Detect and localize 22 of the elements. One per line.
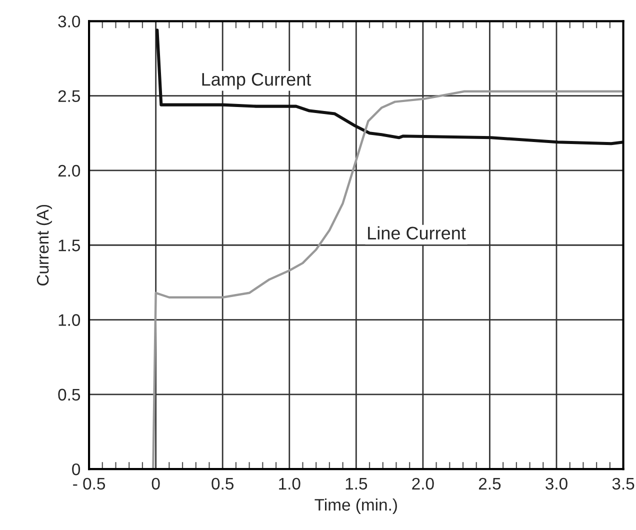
y-tick-label: 1.5 bbox=[58, 240, 80, 252]
x-tick-label: 2.5 bbox=[478, 478, 501, 490]
x-tick-label: - 0.5 bbox=[73, 478, 106, 490]
x-tick-label: 1.5 bbox=[346, 478, 368, 490]
annotation: Lamp Current bbox=[202, 72, 312, 90]
line-series bbox=[152, 90, 624, 470]
x-tick-label: 0 bbox=[152, 478, 160, 490]
x-axis-title: Time (min.) bbox=[314, 498, 397, 514]
y-tick-label: 1.0 bbox=[58, 314, 80, 326]
y-tick-label: 0.5 bbox=[58, 388, 80, 401]
x-tick-label: 2.0 bbox=[412, 478, 434, 490]
y-tick-label: 0 bbox=[72, 463, 80, 476]
x-tick-label: 0.5 bbox=[212, 478, 234, 490]
y-axis-title: Current (A) bbox=[36, 204, 52, 286]
x-tick-label: 3.5 bbox=[612, 478, 634, 490]
x-tick-label: 3.0 bbox=[546, 478, 568, 490]
y-tick-label: 2.0 bbox=[58, 164, 80, 177]
annotation: Line Current bbox=[368, 226, 466, 240]
line-series bbox=[156, 28, 624, 146]
x-tick-label: 1.0 bbox=[279, 478, 300, 490]
y-tick-label: 2.5 bbox=[58, 90, 80, 102]
y-tick-label: 3.0 bbox=[58, 16, 80, 28]
